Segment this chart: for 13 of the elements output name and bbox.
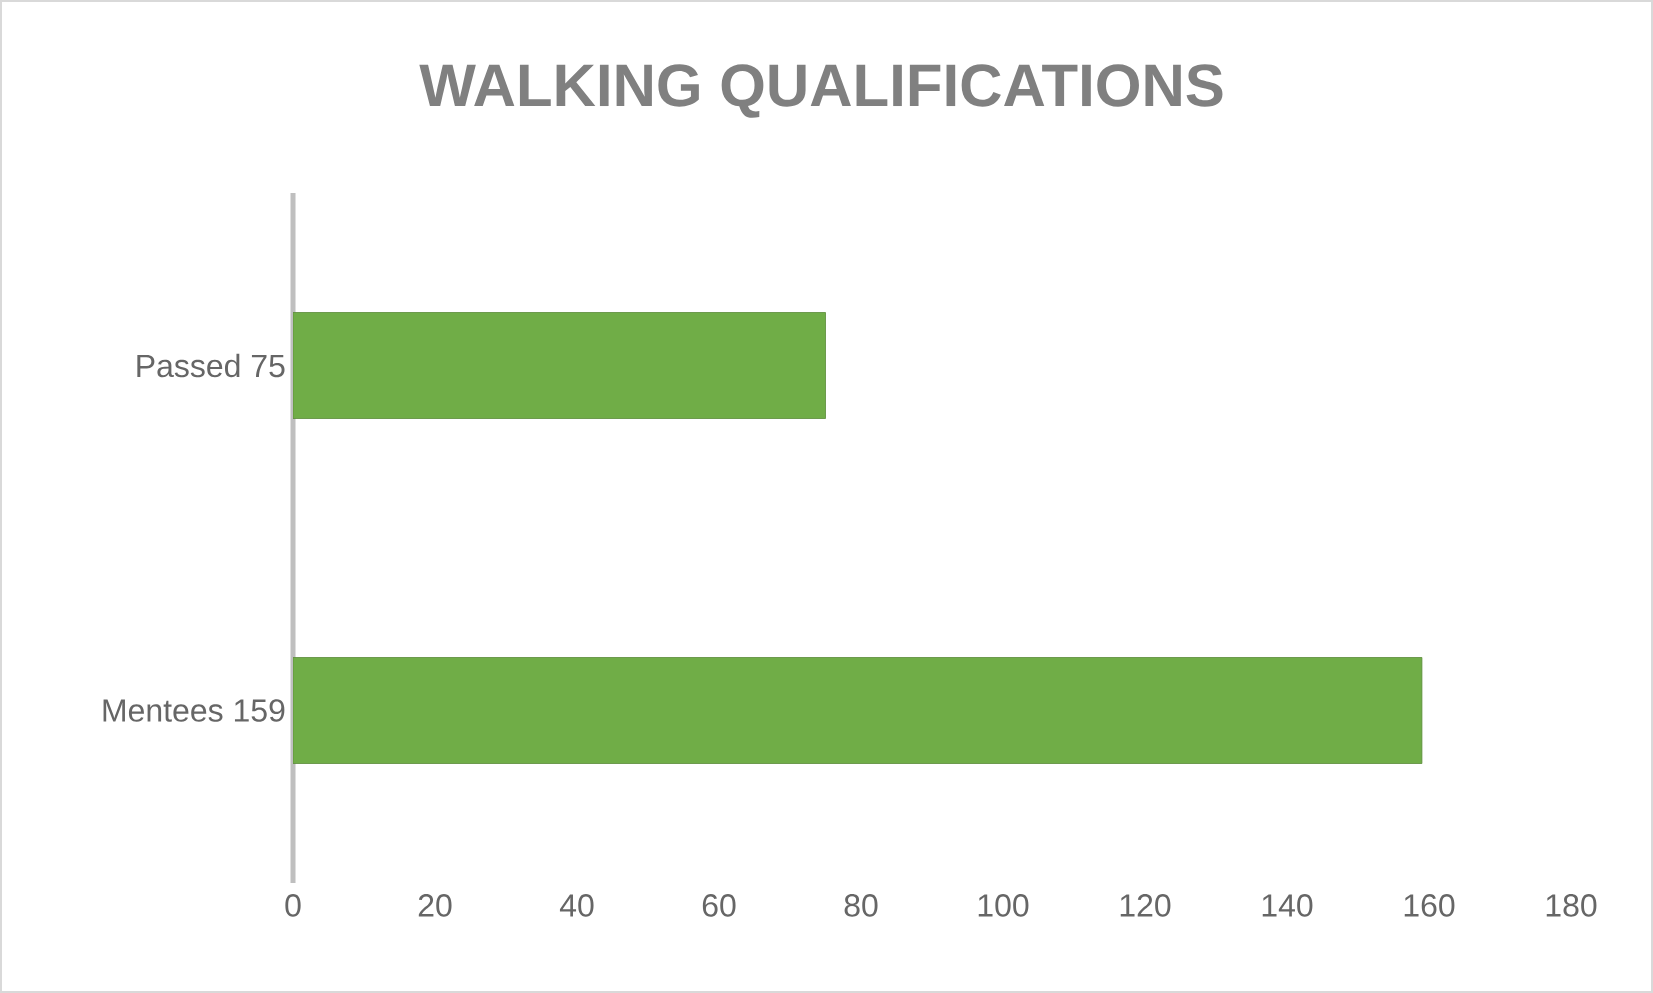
x-tick-label: 160 [1404,894,1455,917]
y-tick-label: Mentees 159 [103,699,285,722]
x-tick-label: 60 [702,894,736,917]
x-tick-label: 140 [1262,894,1313,917]
x-tick-label: 120 [1120,894,1171,917]
x-tick-label: 80 [844,894,878,917]
y-tick-label: Passed 75 [137,353,285,378]
x-tick-label: 180 [1546,894,1597,917]
x-tick-label: 0 [285,894,301,917]
x-tick-label: 100 [978,894,1029,917]
x-tick-label: 20 [418,894,452,917]
chart-title: WALKING QUALIFICATIONS [419,64,1223,118]
x-tick-label: 40 [559,894,594,917]
